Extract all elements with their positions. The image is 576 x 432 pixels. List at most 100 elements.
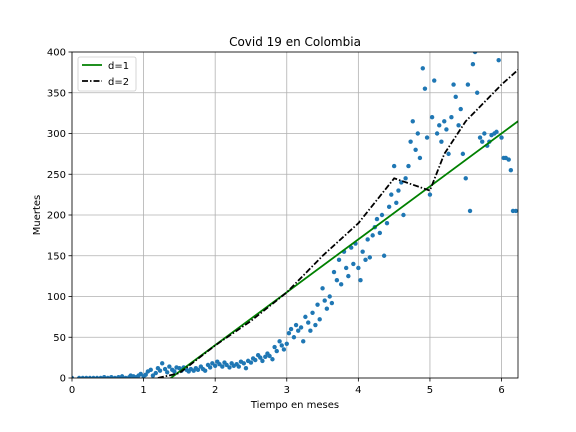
data-point: [298, 325, 304, 330]
data-point: [277, 339, 282, 344]
data-point: [360, 249, 365, 254]
data-point: [331, 269, 337, 275]
y-tick-label: 350: [47, 88, 66, 99]
data-point: [356, 265, 361, 271]
data-point: [288, 326, 294, 332]
data-point: [460, 151, 466, 157]
data-point: [162, 366, 168, 372]
data-point: [109, 374, 114, 378]
y-axis-label: Muertes: [32, 195, 43, 236]
fit-curve-d2: [157, 69, 518, 378]
data-point: [432, 78, 437, 83]
data-point: [138, 371, 143, 377]
x-axis-label: Tiempo en meses: [250, 400, 339, 411]
data-point: [451, 82, 456, 87]
data-point: [320, 286, 325, 291]
data-point: [315, 302, 320, 307]
data-point: [258, 355, 263, 360]
data-point: [377, 230, 383, 236]
data-point: [379, 212, 385, 218]
y-tick-label: 300: [47, 129, 66, 140]
y-tick-label: 200: [47, 211, 66, 222]
data-point: [477, 135, 483, 140]
data-point: [172, 369, 177, 374]
data-point: [253, 357, 258, 363]
x-tick-label: 3: [284, 385, 290, 396]
data-point: [427, 192, 433, 197]
data-point: [334, 278, 340, 283]
data-point: [389, 192, 394, 197]
data-point: [150, 373, 156, 378]
data-point: [167, 364, 172, 369]
data-point: [123, 375, 128, 378]
data-point: [281, 347, 287, 352]
data-point: [284, 341, 289, 346]
data-point: [444, 127, 449, 132]
chart-title: Covid 19 en Colombia: [229, 35, 361, 49]
data-point: [422, 86, 428, 91]
y-tick-label: 50: [53, 333, 66, 344]
data-point: [241, 361, 247, 366]
data-point: [94, 375, 100, 378]
legend: d=1 d=2: [77, 56, 137, 92]
data-point: [465, 82, 471, 87]
scatter-series: [72, 52, 518, 378]
data-point: [437, 123, 442, 128]
data-point: [263, 354, 268, 360]
data-point: [160, 361, 165, 366]
data-point: [456, 123, 461, 128]
data-point: [496, 57, 501, 63]
y-tick-label: 0: [60, 374, 66, 385]
data-point: [474, 90, 480, 95]
data-point: [317, 317, 322, 322]
data-point: [403, 176, 408, 181]
data-point: [434, 131, 440, 136]
data-point: [296, 328, 301, 333]
data-point: [470, 62, 476, 67]
data-point: [453, 94, 458, 100]
data-point: [217, 361, 222, 367]
data-point: [506, 157, 511, 162]
y-tick-label: 150: [47, 251, 66, 262]
data-point: [424, 135, 430, 140]
data-point: [84, 375, 89, 378]
data-point: [329, 300, 335, 306]
data-point: [224, 362, 229, 368]
data-point: [272, 344, 277, 350]
data-point: [458, 106, 463, 112]
data-point: [301, 339, 306, 344]
data-point: [227, 365, 232, 370]
data-point: [310, 310, 315, 315]
data-point: [306, 320, 311, 325]
x-tick-label: 4: [355, 385, 361, 396]
data-point: [442, 119, 447, 124]
plot-area: [72, 52, 518, 378]
data-point: [482, 131, 487, 136]
data-point: [336, 257, 342, 263]
data-point: [116, 374, 121, 378]
data-point: [439, 139, 444, 144]
data-point: [148, 367, 153, 373]
data-point: [105, 375, 110, 378]
data-point: [291, 335, 297, 340]
x-tick-label: 6: [498, 385, 504, 396]
data-point: [286, 330, 292, 336]
x-tick-label: 1: [140, 385, 146, 396]
data-point: [338, 282, 344, 287]
data-point: [410, 119, 415, 124]
data-point: [274, 348, 279, 354]
data-point: [365, 237, 370, 242]
y-tick-label: 100: [47, 292, 66, 303]
x-tick-label: 0: [69, 385, 75, 396]
data-point: [143, 372, 148, 377]
data-point: [87, 375, 93, 378]
data-point: [494, 129, 499, 135]
data-point: [513, 208, 518, 214]
data-point: [508, 167, 514, 173]
data-point: [279, 343, 284, 348]
data-point: [351, 261, 356, 267]
data-point: [243, 366, 249, 371]
data-point: [370, 233, 375, 238]
x-tick-label: 2: [212, 385, 218, 396]
